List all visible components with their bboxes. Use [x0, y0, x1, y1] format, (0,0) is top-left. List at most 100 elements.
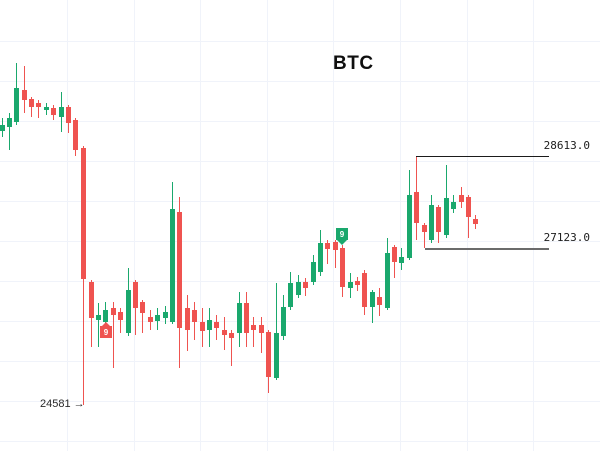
candle-body [258, 324, 264, 333]
td9-badge-box: 9 [336, 228, 348, 240]
price-level-line [416, 156, 549, 157]
candle-body [458, 195, 464, 202]
candle-body [81, 147, 86, 279]
candle-wick [327, 239, 329, 264]
candle-body [384, 253, 390, 308]
candle-wick [231, 329, 233, 366]
candle-body [369, 292, 375, 308]
horizontal-gridline [0, 121, 600, 122]
candle-body [103, 309, 109, 323]
candle-body [140, 302, 146, 313]
candle-wick [8, 113, 10, 150]
candle-body [214, 322, 220, 329]
candle-body [43, 106, 49, 110]
vertical-gridline [133, 0, 135, 451]
candle-body [288, 283, 294, 308]
candle-body [406, 195, 412, 258]
horizontal-gridline [0, 41, 600, 42]
candle-wick [112, 302, 114, 368]
candle-wick [38, 99, 40, 118]
horizontal-gridline [0, 241, 600, 242]
low-price-annotation: 24581 → [40, 397, 85, 410]
horizontal-gridline [0, 361, 600, 362]
candle-body [36, 103, 42, 107]
horizontal-gridline [0, 81, 600, 82]
candle-body [132, 282, 138, 308]
candle-body [6, 118, 12, 127]
candle-body [473, 219, 479, 225]
candle-body [65, 106, 71, 124]
candle-wick [334, 239, 336, 268]
candle-body [147, 317, 153, 323]
candle-body [73, 120, 79, 150]
vertical-gridline [400, 0, 401, 451]
candle-wick [253, 317, 255, 348]
candle-body [436, 207, 442, 232]
candle-body [51, 108, 57, 115]
candle-body [236, 303, 242, 333]
candle-body [118, 312, 124, 320]
candle-body [428, 205, 434, 240]
candle-body [177, 212, 183, 329]
horizontal-gridline [0, 401, 600, 402]
candle-body [317, 242, 323, 272]
price-level-label: 28613.0 [543, 139, 590, 152]
vertical-gridline [533, 0, 535, 451]
candle-body [332, 242, 338, 250]
candle-body [199, 322, 205, 331]
candle-body [162, 312, 168, 318]
candle-body [229, 333, 235, 339]
candle-body [125, 289, 131, 334]
candle-body [155, 314, 161, 321]
horizontal-gridline [0, 281, 600, 282]
horizontal-gridline [0, 161, 600, 162]
candle-body [192, 309, 198, 323]
candle-body [29, 99, 34, 107]
candle-body [21, 89, 27, 100]
candle-body [310, 262, 316, 283]
candle-body [110, 308, 116, 315]
td9-badge-pointer [101, 322, 111, 327]
candle-wick [23, 65, 25, 114]
candle-body [340, 248, 346, 288]
candle-body [465, 196, 471, 217]
candle-body [325, 242, 331, 249]
vertical-gridline [333, 0, 335, 451]
candle-body [362, 273, 368, 308]
candle-body [421, 225, 427, 232]
candle-wick [97, 303, 99, 348]
candle-wick [31, 96, 32, 117]
candle-body [251, 324, 257, 330]
candle-body [377, 297, 383, 305]
td9-badge-box: 9 [100, 326, 112, 338]
candle-body [14, 88, 20, 122]
candle-body [243, 303, 249, 333]
vertical-gridline [466, 0, 468, 451]
candle-body [295, 282, 301, 295]
price-level-label: 27123.0 [543, 231, 590, 244]
candle-body [443, 197, 449, 235]
horizontal-gridline [0, 441, 600, 442]
candle-wick [120, 308, 122, 334]
candle-body [354, 280, 360, 285]
vertical-gridline [266, 0, 268, 451]
horizontal-gridline [0, 201, 600, 202]
candle-wick [142, 299, 144, 334]
vertical-gridline [67, 0, 68, 451]
candle-wick [275, 283, 277, 380]
candle-body [95, 314, 101, 320]
candle-body [221, 329, 227, 336]
candle-body [206, 319, 212, 330]
candle-body [0, 125, 5, 131]
candle-body [58, 106, 64, 117]
candle-body [347, 282, 353, 288]
chart-symbol-title: BTC [333, 53, 374, 74]
candle-body [414, 191, 420, 223]
candle-body [399, 257, 405, 263]
candle-body [184, 308, 190, 330]
candle-body [88, 282, 94, 318]
vertical-gridline [200, 0, 202, 451]
candle-body [391, 247, 397, 262]
candle-body [451, 202, 457, 209]
